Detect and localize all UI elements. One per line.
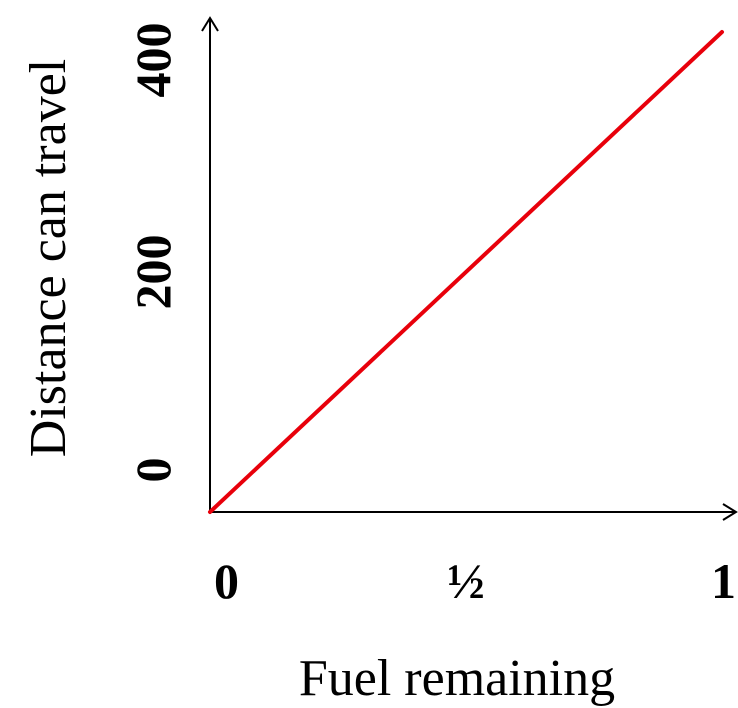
x-tick-label: 1 (711, 553, 736, 609)
y-tick-label: 200 (125, 235, 181, 310)
x-tick-label: ½ (447, 553, 485, 609)
y-tick-label: 400 (125, 23, 181, 98)
y-tick-labels: 0 200 400 (125, 23, 181, 483)
series-line-0 (208, 30, 724, 514)
y-axis-label: Distance can travel (20, 59, 77, 457)
x-tick-label: 0 (214, 553, 239, 609)
series-layer (208, 30, 724, 514)
x-axis-label: Fuel remaining (299, 650, 615, 707)
x-axis-arrow (722, 503, 738, 521)
y-tick-label: 0 (125, 458, 181, 483)
x-tick-labels: 0 ½ 1 (214, 553, 736, 609)
y-axis-arrow (201, 16, 219, 32)
